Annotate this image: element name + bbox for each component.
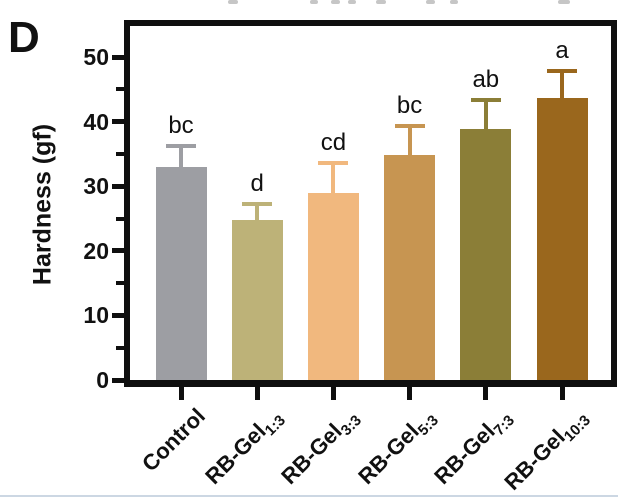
- error-bar-line: [483, 100, 488, 129]
- category-label-text: Control: [136, 403, 210, 477]
- y-axis-tick-label: 50: [83, 44, 109, 70]
- category-label-text: RB-Gel: [276, 418, 348, 489]
- error-bar-cap: [166, 144, 196, 149]
- plot-frame: [124, 20, 617, 387]
- x-axis-tick: [483, 387, 489, 400]
- category-label-text: RB-Gel: [499, 424, 570, 495]
- y-axis-major-tick: [112, 119, 124, 125]
- y-axis-tick-label: 0: [96, 367, 109, 393]
- cropped-text-artifact: [376, 0, 386, 4]
- y-axis-major-tick: [112, 312, 124, 318]
- x-axis-tick: [407, 387, 413, 400]
- error-bar-cap: [318, 160, 349, 165]
- error-bar-line: [255, 203, 260, 221]
- significance-letter: a: [555, 37, 569, 65]
- x-axis-tick: [254, 387, 260, 400]
- cropped-text-artifact: [331, 0, 340, 4]
- y-axis-major-tick: [112, 54, 124, 60]
- significance-letter: d: [250, 169, 264, 197]
- category-label-text: RB-Gel: [352, 418, 424, 489]
- error-bar-line: [331, 162, 336, 194]
- y-axis-minor-tick: [116, 345, 124, 350]
- y-axis-tick-label: 10: [83, 302, 109, 329]
- x-axis-tick: [178, 387, 184, 400]
- y-axis-tick-label: 30: [83, 173, 109, 200]
- cropped-text-artifact: [310, 0, 318, 4]
- y-axis-major-tick: [112, 377, 124, 383]
- y-axis-minor-tick: [116, 151, 124, 156]
- cropped-text-artifact: [228, 0, 238, 4]
- error-bar-line: [407, 126, 412, 155]
- y-axis-major-tick: [112, 248, 124, 254]
- bar-control: [155, 166, 207, 380]
- cropped-text-artifact: [558, 0, 570, 4]
- bar-rb-gel1-3: [231, 220, 283, 380]
- cropped-text-artifact: [426, 0, 435, 4]
- error-bar-cap: [470, 98, 501, 103]
- panel-letter: D: [8, 13, 40, 62]
- error-bar-cap: [394, 124, 425, 129]
- y-axis-tick-label: 40: [83, 108, 109, 135]
- significance-letter: bc: [168, 112, 194, 140]
- significance-letter: ab: [472, 66, 500, 94]
- y-axis-minor-tick: [116, 281, 124, 286]
- bar-rb-gel5-3: [384, 154, 436, 380]
- significance-letter: cd: [320, 128, 347, 156]
- significance-letter: bc: [396, 92, 423, 120]
- cropped-text-artifact: [450, 0, 458, 4]
- x-axis-tick: [559, 387, 565, 400]
- category-label-text: RB-Gel: [200, 418, 271, 489]
- y-axis-major-tick: [112, 183, 124, 189]
- error-bar-cap: [547, 69, 577, 74]
- bottom-divider-line: [0, 495, 618, 497]
- error-bar-line: [179, 146, 183, 167]
- category-label-text: RB-Gel: [429, 418, 500, 489]
- bar-rb-gel7-3: [460, 128, 512, 380]
- error-bar-cap: [242, 201, 273, 206]
- cropped-text-artifact: [348, 0, 356, 4]
- bar-rb-gel10-3: [536, 97, 588, 380]
- y-axis-tick-label: 20: [83, 237, 109, 264]
- error-bar-line: [560, 71, 564, 98]
- x-axis-tick: [330, 387, 336, 400]
- y-axis-minor-tick: [116, 216, 124, 221]
- y-axis-minor-tick: [116, 87, 124, 92]
- bar-rb-gel3-3: [307, 193, 359, 380]
